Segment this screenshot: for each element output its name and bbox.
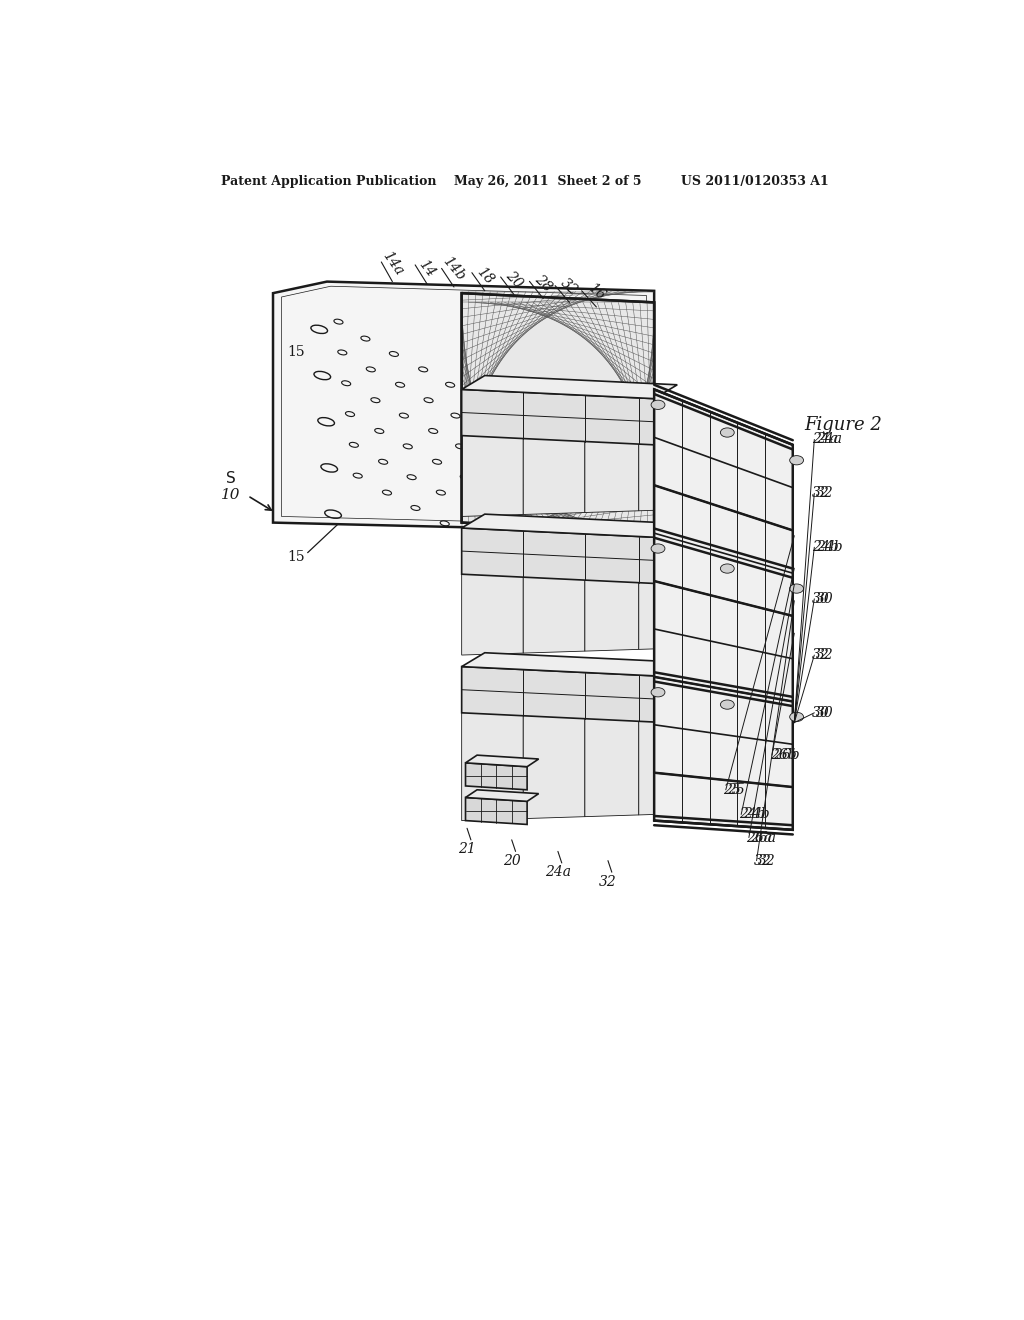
Text: 32: 32: [816, 648, 834, 663]
Ellipse shape: [720, 564, 734, 573]
Text: 24a: 24a: [812, 433, 838, 446]
Ellipse shape: [790, 713, 804, 722]
Text: 16: 16: [585, 281, 607, 304]
Polygon shape: [462, 528, 654, 583]
Text: 30: 30: [812, 591, 829, 606]
Polygon shape: [282, 286, 646, 525]
Polygon shape: [466, 763, 527, 789]
Polygon shape: [523, 432, 585, 515]
Text: 26a: 26a: [751, 830, 776, 845]
Text: 30: 30: [812, 706, 829, 719]
Text: 15: 15: [288, 550, 305, 564]
Text: Patent Application Publication    May 26, 2011  Sheet 2 of 5         US 2011/012: Patent Application Publication May 26, 2…: [221, 176, 828, 189]
Text: 24b: 24b: [739, 808, 766, 821]
Text: 32: 32: [755, 854, 772, 867]
Text: 20: 20: [503, 854, 520, 867]
Text: 24a: 24a: [816, 433, 842, 446]
Polygon shape: [585, 569, 639, 651]
Polygon shape: [523, 570, 585, 653]
Ellipse shape: [651, 544, 665, 553]
Polygon shape: [462, 389, 654, 445]
Polygon shape: [462, 376, 677, 399]
Polygon shape: [466, 789, 539, 801]
Text: Figure 2: Figure 2: [804, 416, 883, 434]
Polygon shape: [273, 281, 654, 532]
Ellipse shape: [720, 428, 734, 437]
Polygon shape: [462, 515, 677, 537]
Ellipse shape: [790, 455, 804, 465]
Ellipse shape: [720, 700, 734, 709]
Polygon shape: [639, 429, 654, 511]
Text: 30: 30: [816, 591, 834, 606]
Polygon shape: [585, 708, 639, 817]
Text: 24b: 24b: [812, 540, 839, 554]
Text: 32: 32: [599, 875, 616, 888]
Text: 32: 32: [758, 854, 776, 867]
Text: 32: 32: [558, 276, 581, 298]
Text: 32: 32: [812, 486, 829, 500]
Text: 25: 25: [724, 783, 741, 797]
Ellipse shape: [790, 583, 804, 593]
Text: 24b: 24b: [742, 808, 769, 821]
Text: 30: 30: [816, 706, 834, 719]
Text: 24a: 24a: [545, 866, 571, 879]
Polygon shape: [466, 755, 539, 767]
Text: 14a: 14a: [379, 248, 406, 277]
Polygon shape: [585, 430, 639, 512]
Text: $\mathsf{S}$
10: $\mathsf{S}$ 10: [221, 470, 241, 502]
Text: 26b: 26b: [770, 748, 797, 762]
Text: 24b: 24b: [816, 540, 843, 554]
Polygon shape: [462, 293, 654, 532]
Polygon shape: [462, 653, 677, 676]
Text: 21: 21: [458, 842, 476, 857]
Text: 28: 28: [532, 272, 555, 294]
Polygon shape: [466, 797, 527, 825]
Polygon shape: [523, 709, 585, 818]
Text: 26a: 26a: [746, 830, 772, 845]
Ellipse shape: [651, 400, 665, 409]
Polygon shape: [462, 434, 523, 516]
Text: 14b: 14b: [440, 253, 468, 284]
Polygon shape: [639, 568, 654, 649]
Text: 18: 18: [474, 264, 496, 286]
Text: 15: 15: [288, 346, 305, 359]
Text: 20: 20: [503, 268, 525, 290]
Text: 26b: 26b: [773, 748, 800, 762]
Polygon shape: [639, 706, 654, 814]
Polygon shape: [462, 711, 523, 821]
Polygon shape: [462, 667, 654, 722]
Text: 25: 25: [727, 783, 745, 797]
Text: 32: 32: [812, 648, 829, 663]
Ellipse shape: [651, 688, 665, 697]
Text: 14: 14: [416, 257, 438, 280]
Polygon shape: [654, 389, 793, 830]
Polygon shape: [462, 573, 523, 655]
Text: 32: 32: [816, 486, 834, 500]
